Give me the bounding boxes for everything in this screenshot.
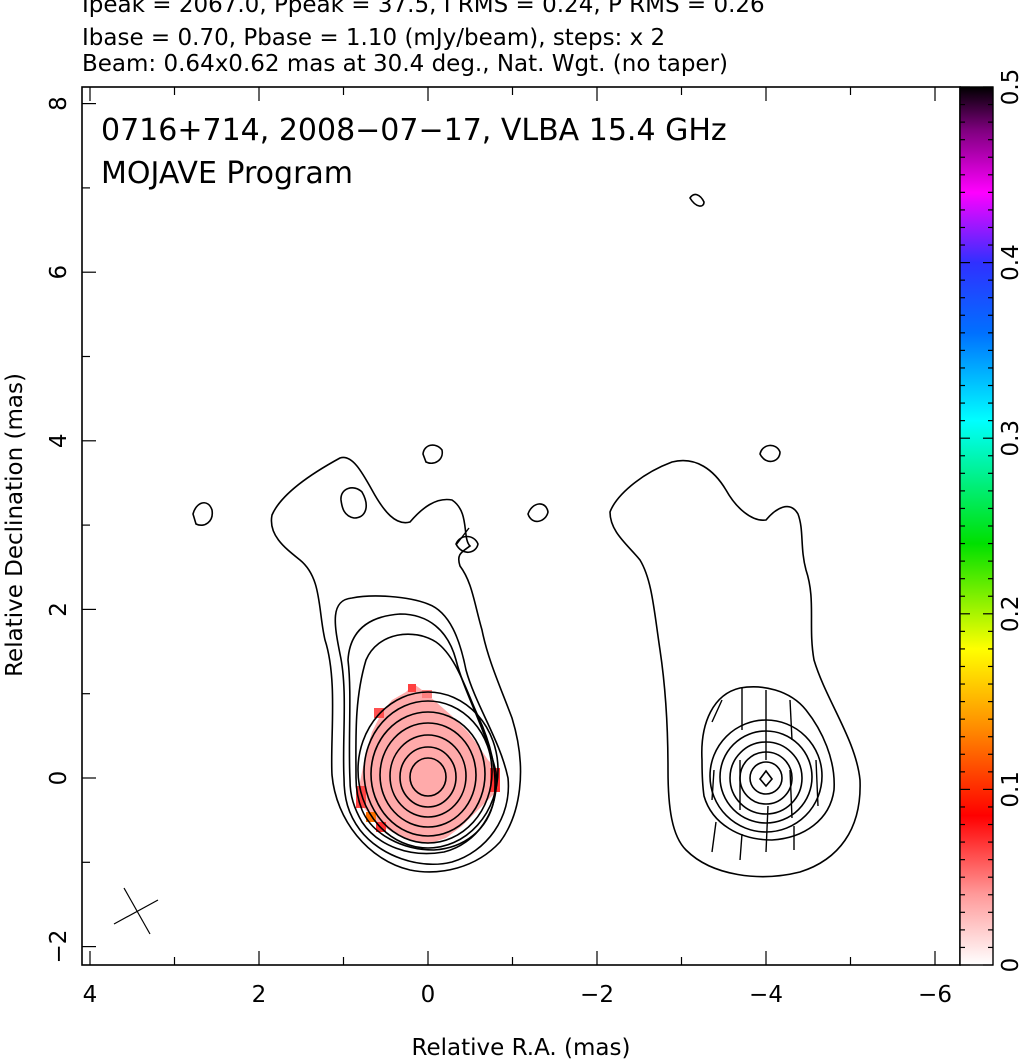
y-tick-label: 4 [46, 433, 72, 448]
x-tick-label: −4 [749, 982, 783, 1008]
y-tick-label: 8 [46, 96, 72, 111]
colorbar-tick-label: 0.1 [998, 771, 1021, 808]
axis-ticks [82, 87, 936, 965]
y-tick-label: 0 [46, 771, 72, 786]
colorbar-tick-labels: 0 0.1 0.2 0.3 0.4 0.5 [998, 69, 1021, 973]
x-tick-label: −6 [918, 982, 952, 1008]
y-tick-label: 2 [46, 602, 72, 617]
chart-subtitle: MOJAVE Program [101, 156, 353, 191]
evpa-vector [765, 805, 769, 853]
colorbar-tick-label: 0.5 [998, 69, 1021, 106]
fractional-polarization-patch [356, 684, 500, 844]
colorbar-tick-label: 0.2 [998, 596, 1021, 633]
colorbar-ticks [960, 86, 993, 966]
x-tick-labels: 4 2 0 −2 −4 −6 [83, 982, 952, 1008]
beam-cross [113, 887, 159, 935]
evpa-vector [711, 769, 715, 801]
plot-frame [81, 86, 961, 966]
y-tick-label: −2 [46, 930, 72, 964]
left-contours [192, 444, 549, 873]
evpa-vector [815, 759, 819, 807]
header-line-1: Ipeak = 2067.0, Ppeak = 37.5, I RMS = 0.… [82, 0, 765, 18]
evpa-vector [789, 699, 793, 741]
x-tick-label: 4 [83, 982, 98, 1008]
x-tick-label: 2 [252, 982, 267, 1008]
y-tick-labels: −2 0 2 4 6 8 [46, 96, 72, 963]
x-tick-label: −2 [580, 982, 614, 1008]
right-contours [609, 193, 861, 878]
colorbar-tick-label: 0 [998, 958, 1021, 973]
x-tick-label: 0 [421, 982, 436, 1008]
header-line-3: Beam: 0.64x0.62 mas at 30.4 deg., Nat. W… [82, 51, 728, 77]
evpa-vector [789, 769, 793, 819]
y-tick-label: 6 [46, 265, 72, 280]
evpa-vector [711, 699, 723, 723]
colorbar-tick-label: 0.3 [998, 420, 1021, 457]
evpa-vector [739, 833, 743, 861]
chart-title: 0716+714, 2008−07−17, VLBA 15.4 GHz [101, 113, 727, 148]
colorbar-tick-label: 0.4 [998, 244, 1021, 281]
evpa-vector [711, 821, 717, 853]
header-line-2: Ibase = 0.70, Pbase = 1.10 (mJy/beam), s… [82, 25, 666, 51]
y-axis-label: Relative Declination (mas) [2, 373, 28, 677]
evpa-vectors [711, 688, 819, 861]
x-axis-label: Relative R.A. (mas) [412, 1035, 631, 1060]
colorbar [959, 86, 994, 966]
